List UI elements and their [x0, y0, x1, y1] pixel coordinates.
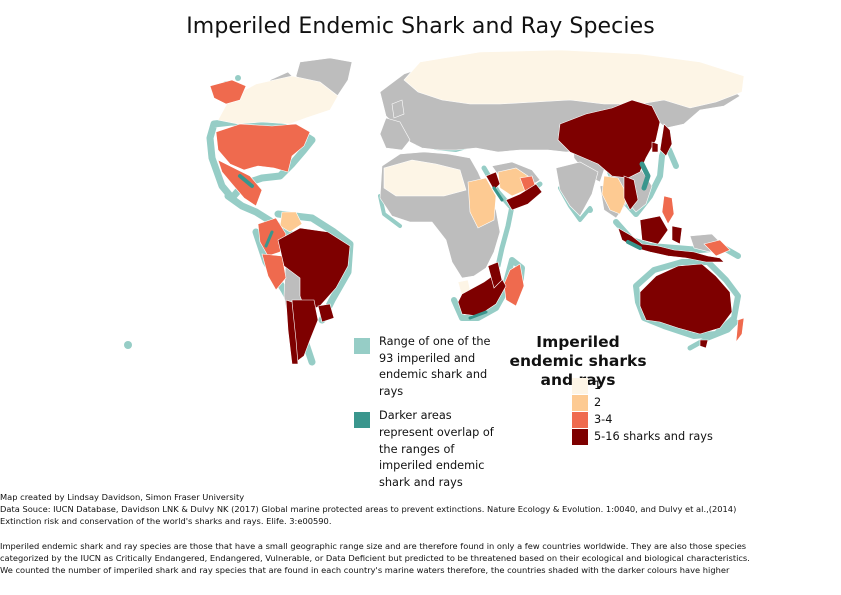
usa — [215, 123, 311, 173]
russia — [403, 49, 745, 109]
count-legend-item: 3-4 — [572, 411, 713, 428]
count-legend-label: 5-16 sharks and rays — [594, 430, 713, 443]
overlap-red-sea — [492, 186, 504, 202]
mexico — [217, 159, 263, 207]
countries-class-5-16 — [277, 99, 733, 365]
credit-source-continued: Extinction risk and conservation of the … — [0, 516, 332, 527]
indonesia — [617, 227, 725, 263]
range-swatch — [354, 338, 370, 354]
sulawesi — [671, 225, 683, 245]
count-legend-label: 1 — [594, 379, 602, 392]
range-legend-label: Range of one of the 93 imperiled and end… — [379, 335, 491, 398]
uk — [391, 99, 405, 119]
description-line-2: categorized by the IUCN as Critically En… — [0, 552, 750, 563]
borneo — [639, 215, 669, 245]
swatch-class-2 — [572, 394, 588, 411]
alaska — [209, 79, 247, 105]
overlap-legend-item: Darker areas represent overlap of the ra… — [354, 408, 494, 491]
overlap-legend-label: Darker areas represent overlap of the ra… — [379, 409, 494, 489]
vietnam — [623, 175, 639, 211]
overlap-gulf-of-mexico — [238, 174, 254, 188]
range-legend-item: Range of one of the 93 imperiled and end… — [354, 334, 494, 400]
papua-new-guinea — [703, 239, 731, 257]
philippines — [661, 195, 675, 225]
credit-author: Map created by Lindsay Davidson, Simon F… — [0, 492, 245, 502]
north-africa — [383, 159, 467, 197]
canada — [217, 75, 339, 125]
peru — [261, 253, 287, 291]
swatch-class-5-16 — [572, 428, 588, 445]
uruguay — [317, 303, 335, 323]
credits-block: Map created by Lindsay Davidson, Simon F… — [0, 491, 841, 576]
swatch-class-3-4 — [572, 411, 588, 428]
range-east-africa — [495, 203, 515, 269]
range-australia-south — [687, 319, 739, 351]
credit-source: Data Souce: IUCN Database, Davidson LNK … — [0, 504, 737, 515]
brazil — [277, 227, 351, 313]
range-legend: Range of one of the 93 imperiled and end… — [354, 334, 494, 499]
japan — [659, 123, 673, 157]
sudan — [467, 177, 497, 229]
tasmania — [699, 339, 709, 349]
venezuela — [279, 211, 303, 233]
swatch-class-1 — [572, 377, 588, 394]
overlap-south-america — [264, 230, 274, 248]
mainland-southeast-asia — [601, 175, 629, 215]
overlap-swatch — [354, 412, 370, 429]
yemen-oman — [505, 183, 543, 211]
countries-class-1 — [217, 49, 745, 305]
range-australia — [633, 259, 741, 339]
count-legend-label: 2 — [594, 396, 602, 409]
overlap-china-sea — [639, 161, 651, 191]
count-legend-label: 3-4 — [594, 413, 613, 426]
overlap-south-africa — [468, 310, 488, 320]
description-line-1: Imperiled endemic shark and ray species … — [0, 540, 747, 551]
countries-class-3-4 — [209, 79, 745, 344]
europe-west — [379, 117, 411, 151]
count-legend: 1 2 3-4 5-16 sharks and rays — [572, 377, 713, 445]
overlap-indonesia — [626, 240, 642, 250]
chile — [285, 299, 299, 365]
countries-class-2 — [279, 167, 629, 233]
map-title: Imperiled Endemic Shark and Ray Species — [186, 14, 655, 39]
overlap-areas — [238, 161, 651, 320]
mozambique — [487, 261, 503, 289]
range-north-america — [206, 118, 316, 202]
count-legend-item: 5-16 sharks and rays — [572, 428, 713, 445]
south-korea — [651, 141, 659, 153]
egypt — [485, 171, 501, 191]
new-zealand — [735, 317, 745, 344]
range-west-africa — [378, 194, 402, 228]
description-line-3: We counted the number of imperiled shark… — [0, 565, 730, 576]
count-legend-item: 2 — [572, 394, 713, 411]
india-grey — [555, 161, 599, 217]
count-legend-item: 1 — [572, 377, 713, 394]
australia — [639, 263, 733, 335]
